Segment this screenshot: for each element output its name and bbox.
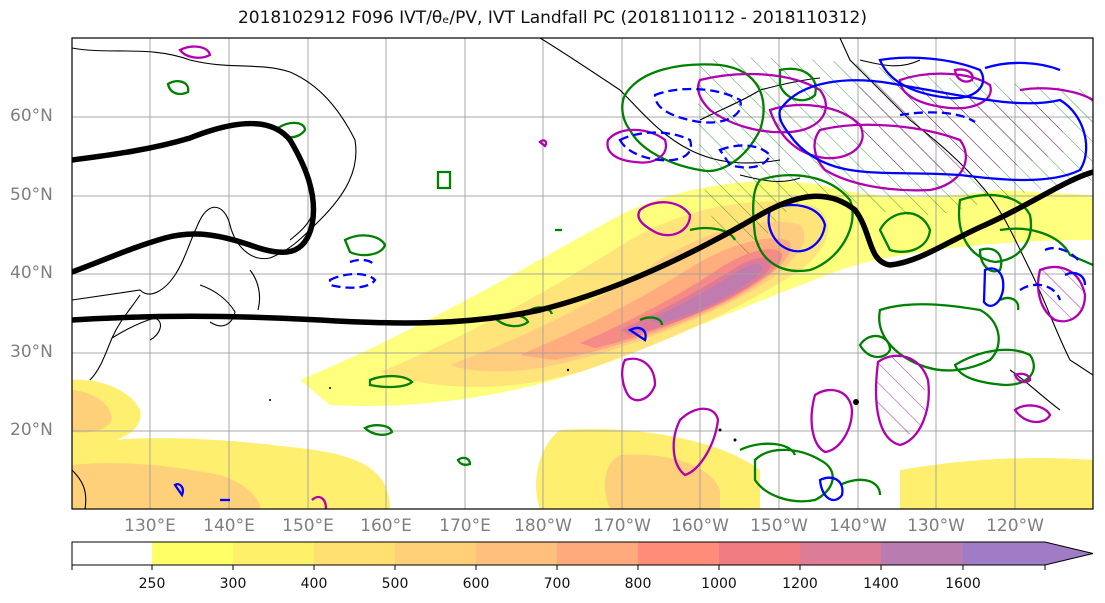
pv-negative-dashed-contours [328, 87, 1081, 301]
colorbar-label-250: 250 [138, 576, 166, 592]
lat-label-50: 50°N [10, 185, 53, 205]
map-frame [71, 37, 1094, 510]
ivt-filled-contours [72, 181, 1093, 509]
lon-label-140w: 140°W [829, 516, 887, 536]
lon-label-130w: 130°W [907, 516, 965, 536]
lat-label-60: 60°N [10, 106, 53, 126]
colorbar-label-600: 600 [462, 576, 490, 592]
lon-label-170e: 170°E [439, 516, 491, 536]
colorbar-label-400: 400 [300, 576, 328, 592]
colorbar-label-500: 500 [381, 576, 409, 592]
figure-title: 2018102912 F096 IVT/θₑ/PV, IVT Landfall … [237, 8, 868, 28]
colorbar-label-800: 800 [624, 576, 652, 592]
lon-label-150w: 150°W [750, 516, 808, 536]
pv-negative-contours [173, 56, 1088, 502]
colorbar-label-1200: 1200 [782, 576, 818, 592]
colorbar-label-300: 300 [219, 576, 247, 592]
lon-label-150e: 150°E [282, 516, 334, 536]
lon-label-180w: 180°W [514, 516, 572, 536]
lon-label-140e: 140°E [203, 516, 255, 536]
islands [269, 368, 859, 442]
colorbar-label-1600: 1600 [945, 576, 981, 592]
lat-label-40: 40°N [10, 263, 53, 283]
theta-e-contours [72, 120, 1093, 326]
colorbar-label-700: 700 [543, 576, 571, 592]
lat-label-20: 20°N [10, 420, 53, 440]
colorbar-label-1000: 1000 [701, 576, 737, 592]
lon-label-160w: 160°W [671, 516, 729, 536]
lat-label-30: 30°N [10, 342, 53, 362]
lon-label-160e: 160°E [360, 516, 412, 536]
colorbar-label-1400: 1400 [863, 576, 899, 592]
lon-label-130e: 130°E [124, 516, 176, 536]
lon-label-120w: 120°W [986, 516, 1044, 536]
pv-positive-contours [178, 45, 1093, 509]
graticule [72, 38, 1093, 509]
lon-label-170w: 170°W [593, 516, 651, 536]
